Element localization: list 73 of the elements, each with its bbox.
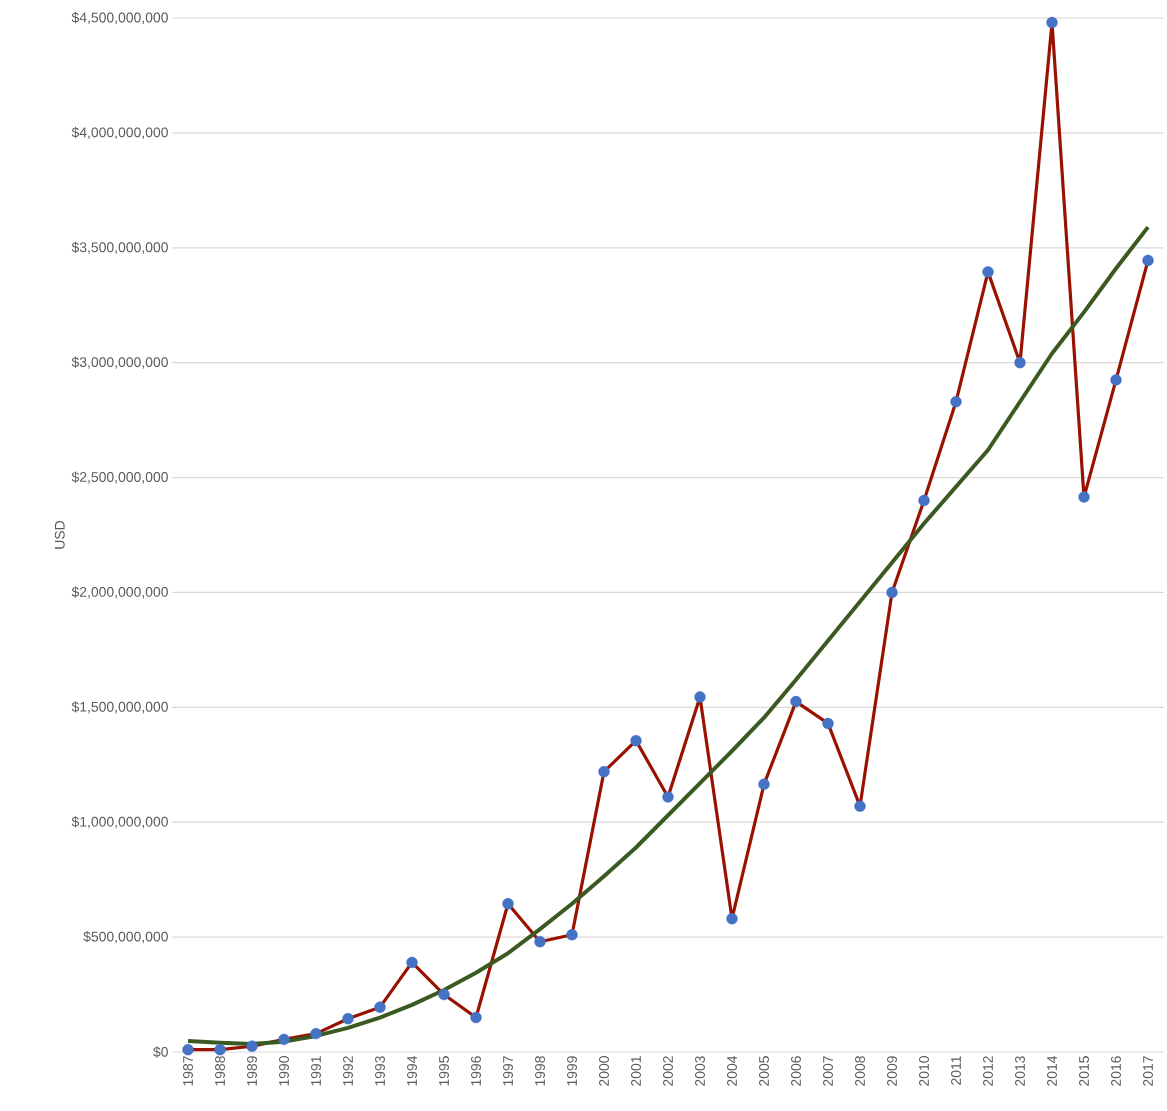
x-tick-label: 1989 bbox=[247, 1056, 257, 1086]
point bbox=[598, 765, 610, 778]
point bbox=[534, 936, 546, 948]
x-tick-label: 2009 bbox=[887, 1056, 897, 1086]
point bbox=[1014, 356, 1026, 369]
point bbox=[342, 1013, 354, 1025]
x-tick-label: 2016 bbox=[1111, 1056, 1121, 1086]
point bbox=[1046, 16, 1058, 29]
x-tick-label: 2017 bbox=[1143, 1056, 1153, 1086]
point bbox=[790, 695, 802, 708]
y-tick-label: $1,500,000,000 bbox=[71, 701, 168, 714]
x-tick-label: 2011 bbox=[951, 1056, 961, 1085]
point bbox=[886, 586, 898, 599]
point bbox=[758, 778, 770, 790]
point bbox=[982, 266, 994, 278]
point bbox=[310, 1027, 322, 1040]
point bbox=[1110, 374, 1122, 386]
x-tick-label: 1993 bbox=[375, 1056, 385, 1086]
y-tick-label: $3,500,000,000 bbox=[71, 241, 168, 254]
point bbox=[278, 1033, 290, 1046]
point bbox=[1078, 491, 1090, 503]
x-tick-label: 2002 bbox=[663, 1056, 673, 1086]
point bbox=[502, 898, 514, 910]
point bbox=[950, 396, 962, 408]
x-tick-label: 2003 bbox=[695, 1056, 705, 1086]
point bbox=[1142, 254, 1154, 267]
point bbox=[566, 929, 578, 941]
x-tick-label: 2008 bbox=[855, 1056, 865, 1086]
point bbox=[374, 1001, 386, 1013]
x-tick-label: 2006 bbox=[791, 1056, 801, 1086]
x-tick-label: 1991 bbox=[311, 1056, 321, 1086]
y-axis-title: USD bbox=[54, 520, 65, 549]
x-tick-label: 1996 bbox=[471, 1056, 481, 1086]
x-tick-label: 1998 bbox=[535, 1056, 545, 1086]
y-tick-label: $500,000,000 bbox=[83, 931, 168, 944]
point bbox=[822, 717, 834, 730]
point bbox=[182, 1044, 194, 1056]
x-tick-label: 1992 bbox=[343, 1056, 353, 1086]
x-tick-label: 2015 bbox=[1079, 1056, 1089, 1086]
x-tick-label: 1994 bbox=[407, 1055, 417, 1086]
x-tick-label: 1999 bbox=[567, 1056, 577, 1086]
x-tick-label: 1988 bbox=[215, 1056, 225, 1086]
point bbox=[214, 1044, 226, 1056]
x-tick-label: 2012 bbox=[983, 1056, 993, 1086]
point bbox=[726, 913, 738, 925]
x-tick-label: 2014 bbox=[1047, 1055, 1057, 1086]
x-tick-label: 2005 bbox=[759, 1056, 769, 1086]
point bbox=[438, 988, 450, 1001]
x-tick-label: 1990 bbox=[279, 1056, 289, 1086]
x-tick-label: 2013 bbox=[1015, 1056, 1025, 1086]
x-tick-label: 2000 bbox=[599, 1056, 609, 1086]
y-tick-label: $3,000,000,000 bbox=[71, 356, 168, 369]
x-tick-label: 2001 bbox=[631, 1056, 641, 1086]
y-tick-label: $1,000,000,000 bbox=[71, 816, 168, 829]
point bbox=[662, 791, 674, 803]
x-tick-label: 2004 bbox=[727, 1055, 737, 1086]
y-tick-label: $2,000,000,000 bbox=[71, 586, 168, 599]
point bbox=[246, 1040, 258, 1052]
y-tick-label: $2,500,000,000 bbox=[71, 471, 168, 484]
point bbox=[694, 691, 706, 703]
x-tick-label: 2010 bbox=[919, 1056, 929, 1086]
x-tick-label: 2007 bbox=[823, 1056, 833, 1086]
point bbox=[854, 800, 866, 812]
x-tick-label: 1995 bbox=[439, 1056, 449, 1086]
x-tick-label: 1987 bbox=[183, 1056, 193, 1086]
point bbox=[630, 734, 642, 747]
y-tick-label: $0 bbox=[153, 1046, 168, 1058]
y-tick-label: $4,500,000,000 bbox=[71, 11, 168, 25]
point bbox=[918, 494, 930, 507]
x-tick-label: 1997 bbox=[503, 1056, 513, 1086]
point bbox=[470, 1011, 482, 1024]
point bbox=[406, 956, 418, 969]
y-tick-label: $4,000,000,000 bbox=[71, 126, 168, 139]
